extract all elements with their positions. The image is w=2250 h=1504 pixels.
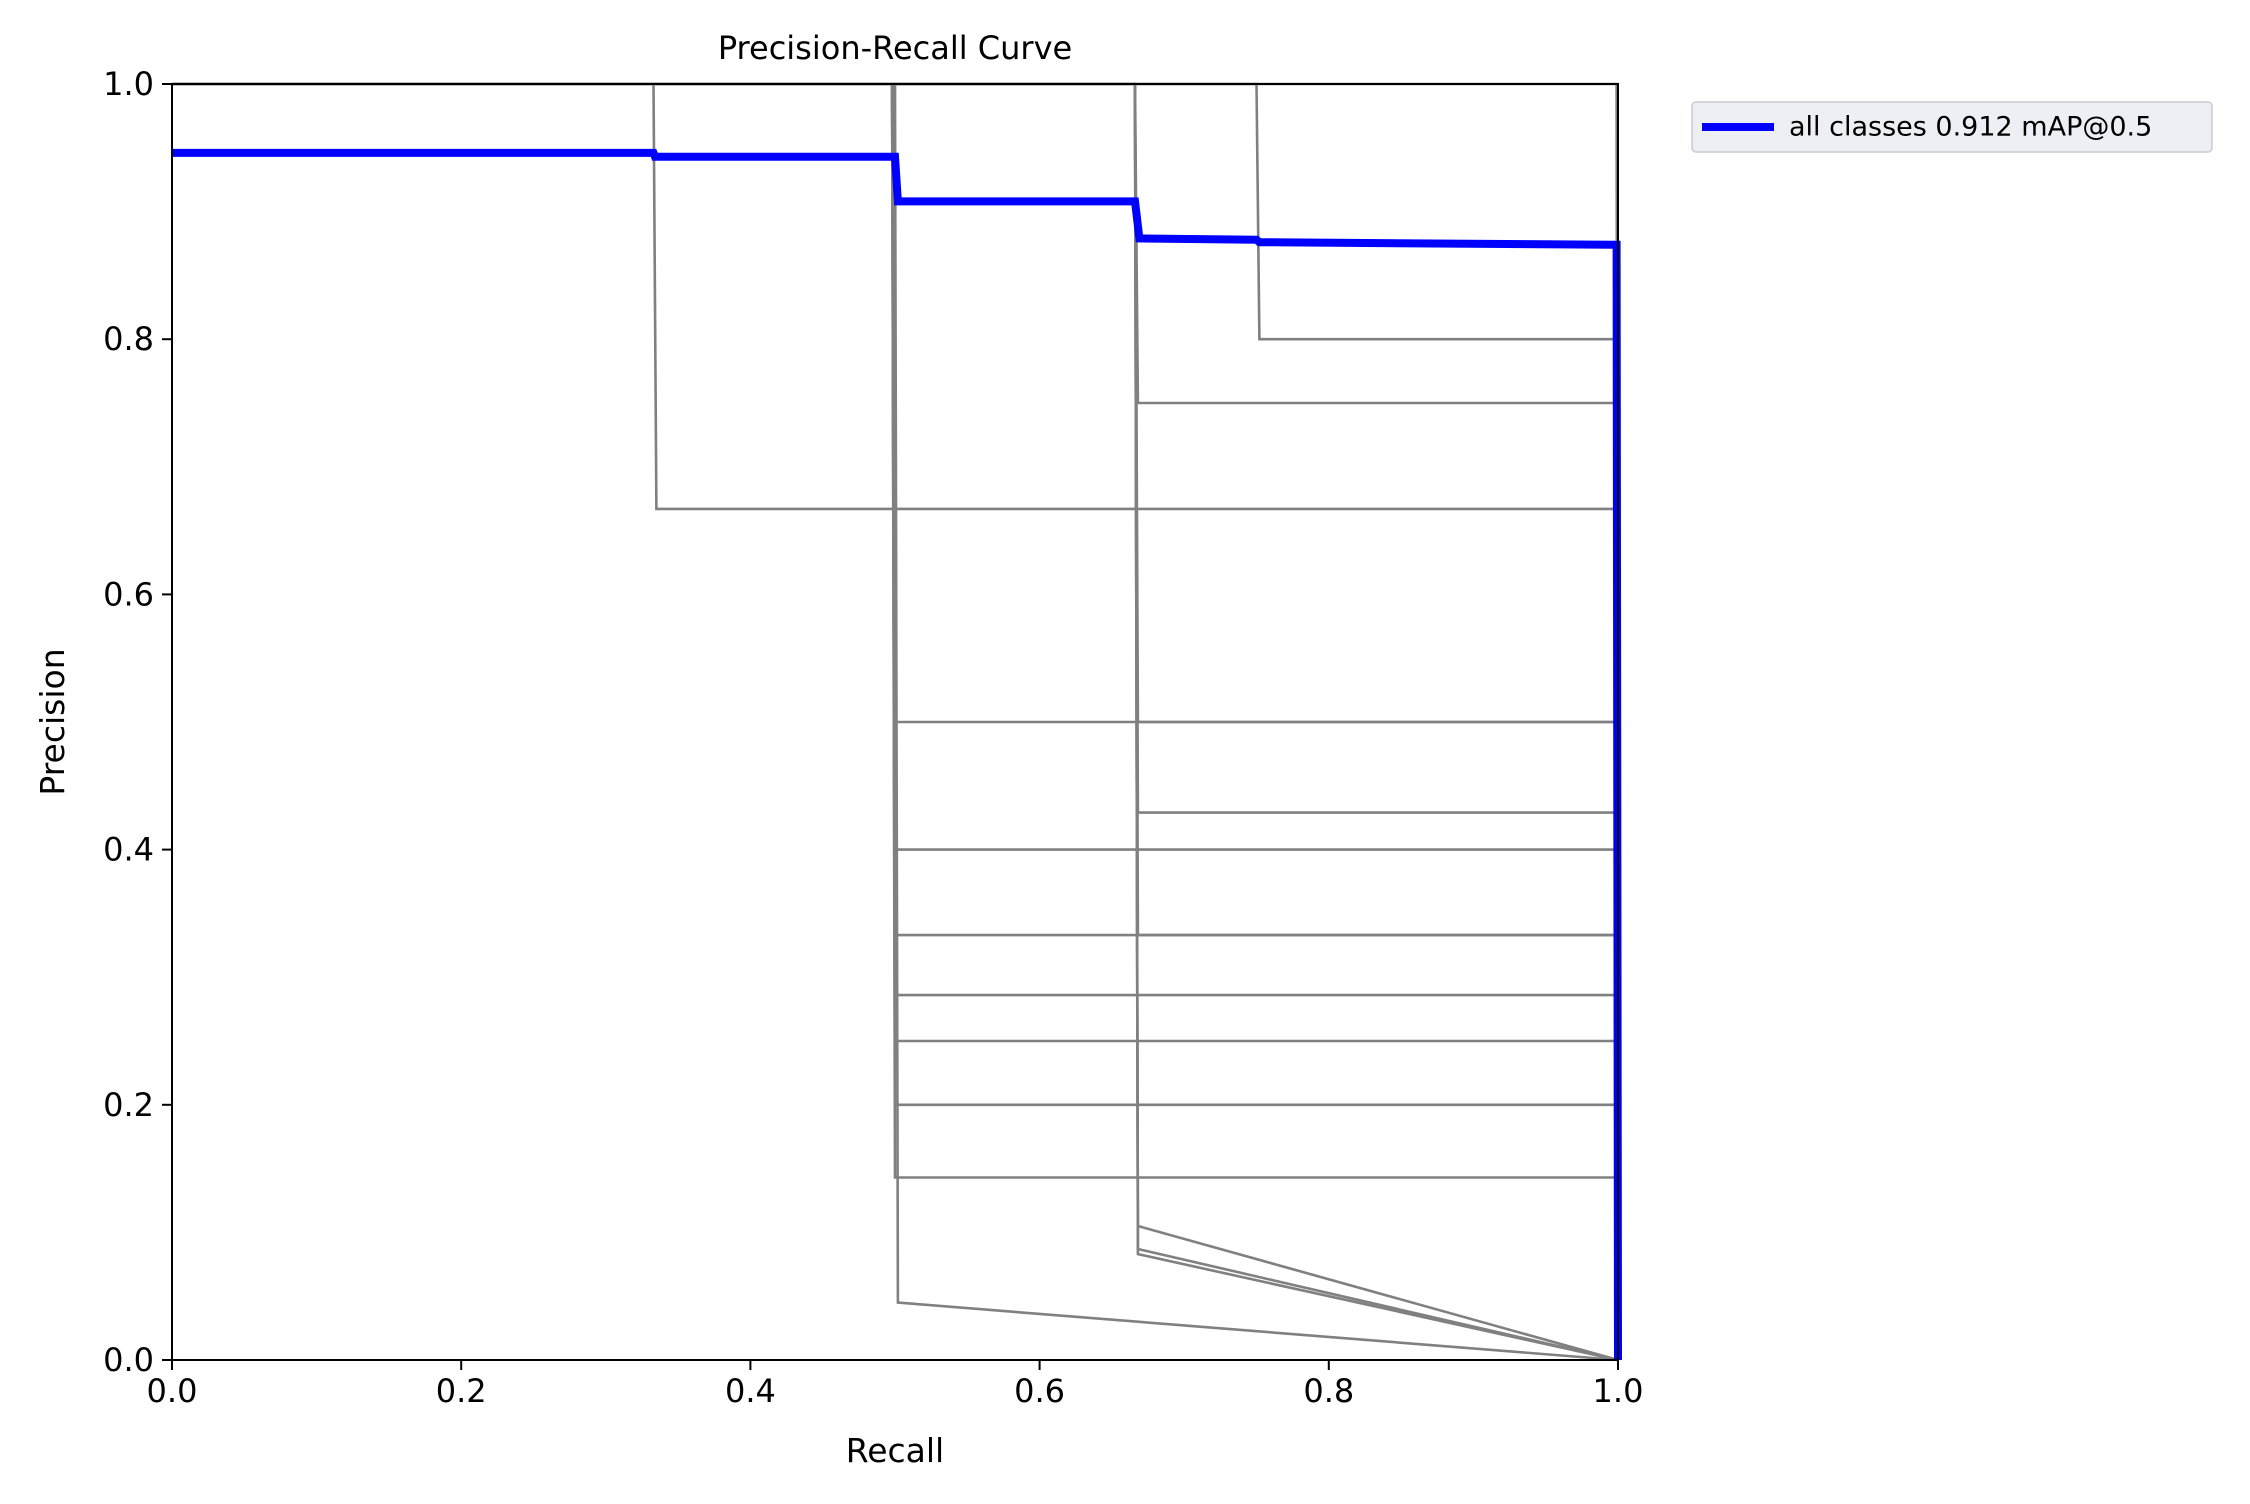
chart-title: Precision-Recall Curve (718, 29, 1072, 67)
y-tick-label: 0.8 (103, 320, 154, 358)
x-tick-label: 0.4 (725, 1372, 776, 1410)
x-tick-label: 0.8 (1303, 1372, 1354, 1410)
y-tick-label: 0.6 (103, 575, 154, 613)
legend-label-all-classes: all classes 0.912 mAP@0.5 (1789, 112, 2152, 143)
x-tick-label: 0.6 (1014, 1372, 1065, 1410)
y-tick-label: 1.0 (103, 65, 154, 103)
y-tick-label: 0.0 (103, 1341, 154, 1379)
legend-box (1691, 101, 2213, 153)
x-ticks: 0.0 0.2 0.4 0.6 0.8 1.0 (147, 1360, 1644, 1410)
all-classes-curve (172, 148, 1622, 1361)
y-axis-label: Precision (33, 648, 72, 795)
y-tick-label: 0.4 (103, 831, 154, 869)
x-tick-label: 1.0 (1593, 1372, 1644, 1410)
y-tick-label: 0.2 (103, 1086, 154, 1124)
x-tick-label: 0.2 (436, 1372, 487, 1410)
axes-frame (171, 83, 1619, 1361)
x-tick-label: 0.0 (147, 1372, 198, 1410)
legend: all classes 0.912 mAP@0.5 (1691, 101, 2213, 153)
series-layer (172, 82, 1622, 1362)
y-ticks: 0.0 0.2 0.4 0.6 0.8 1.0 (103, 65, 172, 1379)
x-axis-label: Recall (846, 1431, 944, 1470)
